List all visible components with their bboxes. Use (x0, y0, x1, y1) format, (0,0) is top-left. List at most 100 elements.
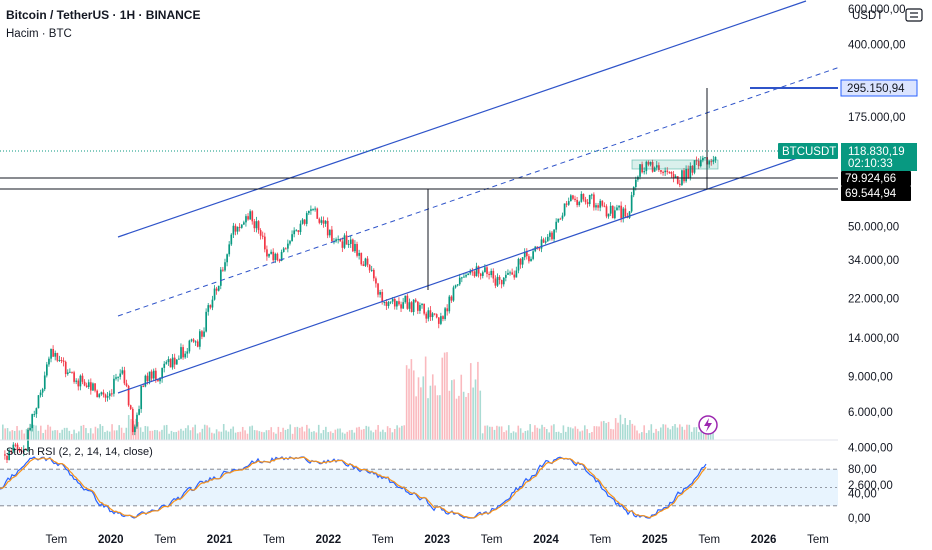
time-axis-label[interactable]: 2026 (751, 534, 777, 546)
volume-bar (500, 426, 503, 440)
volume-bar (40, 425, 42, 440)
candle-body (291, 234, 293, 242)
time-axis-label[interactable]: Tem (807, 534, 829, 546)
volume-bar (681, 426, 683, 440)
volume-bar (332, 432, 334, 440)
candle-body (71, 371, 73, 373)
price-axis-label[interactable]: 600.000,00 (848, 4, 906, 16)
candle-body (519, 258, 522, 265)
volume-bar (496, 425, 498, 440)
volume-bar (382, 429, 384, 440)
volume-bar (617, 422, 619, 440)
time-axis[interactable]: Tem 2020 Tem 2021 Tem 2022 Tem 2023 Tem 2024 Tem 20… (46, 534, 829, 546)
volume-bar (641, 432, 643, 440)
candle-body (345, 235, 348, 245)
volume-bar (436, 395, 439, 440)
volume-bar (674, 424, 676, 440)
volume-legend: Hacim · BTC (6, 28, 72, 40)
volume-bar (393, 428, 396, 440)
volume-bar (446, 352, 448, 440)
time-axis-label[interactable]: 2022 (316, 534, 342, 546)
time-axis-label[interactable]: Tem (481, 534, 503, 546)
volume-bar (232, 426, 235, 440)
volume-bar (251, 425, 254, 440)
candle-body (486, 267, 488, 274)
candle-body (559, 218, 562, 220)
candle-body (366, 258, 369, 265)
volume-bar (213, 433, 216, 440)
volume-bar (655, 428, 657, 440)
rsi-axis-label[interactable]: 40,00 (848, 489, 877, 501)
symbol-title[interactable]: Bitcoin / TetherUS · 1H · BINANCE (6, 8, 201, 22)
volume-bar (116, 430, 118, 440)
volume-bar (18, 430, 21, 440)
price-axis-label[interactable]: 2.600,00 (848, 480, 893, 492)
stoch-rsi-legend[interactable]: Stoch RSI (2, 2, 14, 14, close) (6, 446, 153, 458)
volume-bar (415, 396, 417, 440)
price-axis-label[interactable]: 14.000,00 (848, 333, 899, 345)
rsi-axis-label[interactable]: 80,00 (848, 464, 877, 476)
volume-bar (465, 396, 467, 440)
price-axis-label[interactable]: 9.000,00 (848, 372, 893, 384)
channel-lower-line[interactable] (117, 154, 807, 394)
volume-bar (82, 424, 85, 440)
currency-label[interactable]: USDT (852, 10, 883, 22)
candle-body (87, 382, 90, 387)
price-axis-label[interactable]: 22.000,00 (848, 293, 899, 305)
time-axis-label[interactable]: 2024 (533, 534, 559, 546)
candle-body (502, 277, 505, 285)
channel-upper-line[interactable] (117, 0, 807, 238)
volume-bar (275, 433, 277, 440)
time-axis-label[interactable]: 2023 (424, 534, 450, 546)
candle-body (268, 253, 270, 257)
time-axis-label[interactable]: Tem (698, 534, 720, 546)
volume-bar (163, 425, 166, 440)
volume-bar (313, 431, 315, 440)
price-axis-label[interactable]: 175.000,00 (848, 112, 906, 124)
time-axis-label[interactable]: Tem (372, 534, 394, 546)
rsi-axis-label[interactable]: 0,00 (848, 513, 870, 525)
time-axis-label[interactable]: Tem (263, 534, 285, 546)
candle-body (377, 283, 379, 295)
price-axis-label[interactable]: 4.000,00 (848, 442, 893, 454)
candle-body (148, 371, 151, 382)
candle-body (655, 165, 658, 168)
chart-settings-icon[interactable] (904, 6, 924, 24)
candle-body (22, 448, 25, 453)
candle-body (341, 241, 344, 248)
candle-body (446, 308, 449, 312)
channel-mid-line[interactable] (117, 66, 841, 317)
candle-body (561, 215, 564, 219)
candle-body (412, 299, 415, 313)
candle-body (479, 273, 482, 276)
price-axis-label[interactable]: 400.000,00 (848, 39, 906, 51)
candle-body (190, 339, 193, 341)
time-axis-label[interactable]: Tem (46, 534, 68, 546)
volume-bar (607, 421, 610, 440)
candle-body (203, 331, 205, 337)
time-axis-label[interactable]: Tem (590, 534, 612, 546)
time-axis-label[interactable]: Tem (154, 534, 176, 546)
time-axis-label[interactable]: 2021 (207, 534, 233, 546)
candle-body (211, 299, 214, 308)
volume-bar (624, 418, 626, 440)
price-axis-label[interactable]: 50.000,00 (848, 221, 899, 233)
drawings[interactable] (0, 0, 841, 435)
volume-bar (44, 429, 47, 440)
candle-body (104, 394, 107, 398)
volume-bar (227, 431, 230, 440)
candle-body (685, 168, 687, 182)
range-box[interactable] (631, 159, 719, 170)
volume-bar (417, 377, 420, 440)
candle-body (442, 316, 444, 319)
price-axis-label[interactable]: 34.000,00 (848, 255, 899, 267)
volume-bar (515, 432, 517, 440)
current-price-value: 118.830,19 (848, 146, 905, 158)
time-axis-label[interactable]: 2025 (642, 534, 668, 546)
level-low-tag-bg (841, 186, 911, 201)
symbol-price-tag: BTCUSDT (782, 146, 836, 158)
time-axis-label[interactable]: 2020 (98, 534, 124, 546)
candle-body (169, 359, 172, 368)
price-axis-label[interactable]: 6.000,00 (848, 407, 893, 419)
